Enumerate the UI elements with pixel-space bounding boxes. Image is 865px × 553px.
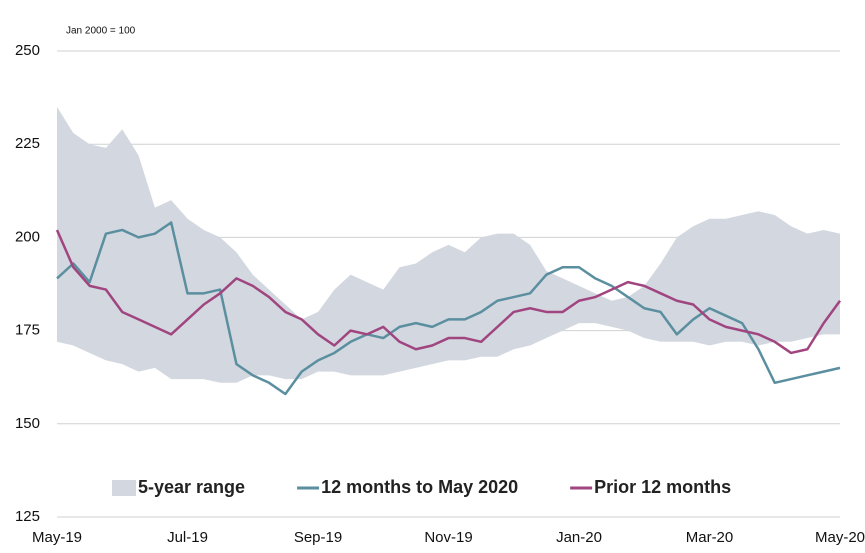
legend-label: Prior 12 months xyxy=(594,477,731,497)
x-tick-label: Mar-20 xyxy=(686,529,734,546)
x-tick-label: May-19 xyxy=(32,529,82,546)
range-area xyxy=(57,106,840,383)
y-tick-label: 225 xyxy=(15,135,40,152)
y-tick-label: 150 xyxy=(15,415,40,432)
y-tick-label: 250 xyxy=(15,42,40,59)
x-tick-label: Sep-19 xyxy=(294,529,342,546)
legend-label: 5-year range xyxy=(138,477,245,497)
plot xyxy=(55,106,842,396)
legend: 5-year range 12 months to May 2020 Prior 1… xyxy=(112,477,731,497)
chart-subtitle: Jan 2000 = 100 xyxy=(66,26,136,37)
x-tick-label: May-20 xyxy=(815,529,865,546)
y-tick-label: 200 xyxy=(15,228,40,245)
x-tick-label: Nov-19 xyxy=(424,529,472,546)
y-tick-label: 175 xyxy=(15,322,40,339)
legend-swatch xyxy=(112,480,136,496)
x-tick-label: Jul-19 xyxy=(167,529,208,546)
y-tick-label: 125 xyxy=(15,508,40,525)
legend-label: 12 months to May 2020 xyxy=(321,477,518,497)
series-line xyxy=(56,221,841,396)
series-line xyxy=(55,229,842,355)
labels: 125 150 175 200 225 250 May-19 Jul-19 Sep-19 Nov-… xyxy=(15,42,865,546)
x-tick-label: Jan-20 xyxy=(556,529,602,546)
